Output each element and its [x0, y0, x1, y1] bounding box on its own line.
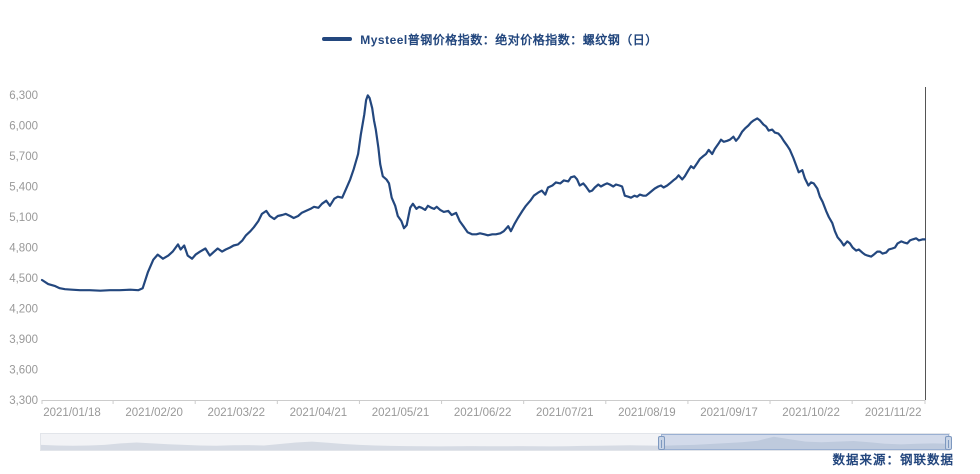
x-axis-label: 2021/05/21 — [372, 407, 430, 419]
y-axis-label: 5,100 — [9, 212, 38, 224]
x-axis-label: 2021/06/22 — [454, 407, 512, 419]
data-zoom-window[interactable] — [658, 434, 952, 450]
y-axis-label: 3,300 — [9, 395, 38, 407]
data-zoom-slider[interactable] — [40, 433, 952, 451]
y-axis-label: 6,000 — [9, 121, 38, 133]
x-axis-label: 2021/11/22 — [865, 407, 922, 419]
price-line-series[interactable] — [40, 94, 927, 292]
y-axis-label: 3,900 — [9, 334, 38, 346]
x-axis-label: 2021/08/19 — [618, 407, 676, 419]
y-axis-label: 4,500 — [9, 273, 38, 285]
data-source-label: 数据来源：钢联数据 — [832, 453, 954, 467]
legend-item[interactable]: Mysteel普钢价格指数：绝对价格指数：螺纹钢（日） — [0, 31, 980, 47]
data-zoom-handle-left[interactable] — [658, 436, 666, 450]
x-axis-label: 2021/10/22 — [782, 407, 840, 419]
x-axis-label: 2021/07/21 — [536, 407, 594, 419]
data-zoom-silhouette — [41, 436, 949, 450]
y-axis-label: 4,200 — [9, 304, 38, 316]
x-axis-label: 2021/04/21 — [290, 407, 348, 419]
legend-label: Mysteel普钢价格指数：绝对价格指数：螺纹钢（日） — [360, 32, 658, 47]
y-axis-label: 6,300 — [9, 90, 38, 102]
data-zoom-profile-area — [41, 436, 949, 450]
x-axis-label: 2021/02/20 — [125, 407, 183, 419]
x-axis-label: 2021/01/18 — [43, 407, 101, 419]
legend-line-icon — [322, 37, 353, 41]
plot-area: 6,300 6,000 5,700 5,400 5,100 4,800 4,500 4,200… — [9, 87, 927, 419]
y-axis-label: 5,700 — [9, 151, 38, 163]
x-axis-label: 2021/09/17 — [700, 407, 758, 419]
y-axis-label: 4,800 — [9, 243, 38, 255]
y-axis-label: 3,600 — [9, 365, 38, 377]
x-axis-label: 2021/03/22 — [207, 407, 265, 419]
y-axis-label: 5,400 — [9, 182, 38, 194]
data-zoom-handle-right[interactable] — [944, 436, 952, 450]
